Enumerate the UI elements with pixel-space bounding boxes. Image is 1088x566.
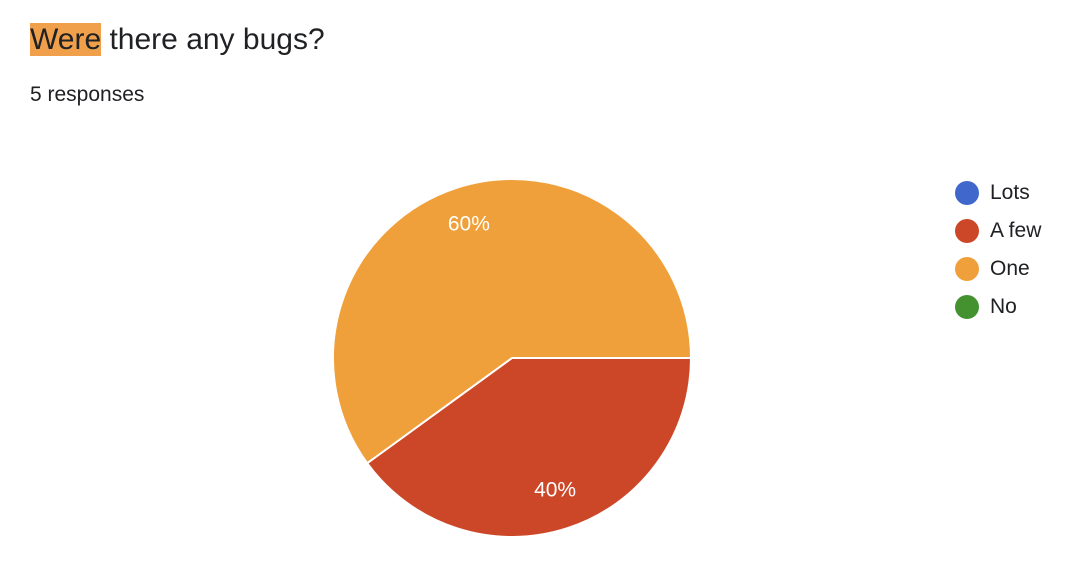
question-title-rest: there any bugs? (101, 23, 325, 56)
legend-item-no[interactable]: No (955, 288, 1041, 326)
legend-swatch-lots-icon (955, 181, 979, 205)
legend-swatch-a-few-icon (955, 219, 979, 243)
pie-label-one: 60% (448, 213, 490, 236)
legend-label-lots: Lots (990, 181, 1030, 204)
legend-label-a-few: A few (990, 219, 1042, 242)
pie-slice-a-few[interactable] (366, 357, 692, 538)
legend-swatch-no-icon (955, 295, 979, 319)
question-title: Were there any bugs? (30, 18, 325, 62)
legend-swatch-one-icon (955, 257, 979, 281)
response-count: 5 responses (30, 83, 145, 106)
legend-label-no: No (990, 295, 1017, 318)
pie-label-a-few: 40% (534, 478, 576, 501)
legend-item-one[interactable]: One (955, 250, 1041, 288)
legend-label-one: One (990, 257, 1030, 280)
question-title-highlight: Were (30, 23, 102, 56)
pie-slice-one[interactable] (332, 178, 692, 465)
chart-legend: Lots A few One No (955, 174, 1041, 326)
legend-item-a-few[interactable]: A few (955, 212, 1041, 250)
legend-item-lots[interactable]: Lots (955, 174, 1041, 212)
